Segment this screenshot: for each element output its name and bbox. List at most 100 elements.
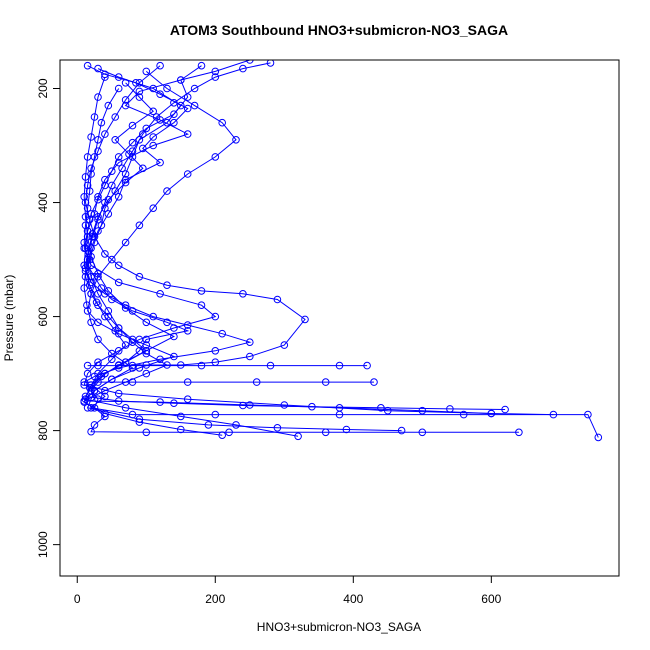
y-tick-label: 200: [36, 78, 50, 98]
data-point: [135, 87, 144, 96]
data-point: [121, 304, 130, 312]
data-point: [142, 428, 151, 437]
series-layer: [80, 60, 603, 442]
data-point: [101, 409, 109, 418]
data-point: [94, 213, 102, 221]
data-point: [149, 204, 157, 212]
chart-title: ATOM3 Southbound HNO3+submicron-NO3_SAGA: [170, 22, 508, 38]
data-point: [87, 318, 95, 327]
data-point: [363, 361, 371, 370]
data-point: [85, 384, 94, 392]
y-tick-label: 600: [36, 306, 50, 326]
data-point: [135, 79, 144, 87]
data-point: [170, 352, 178, 361]
data-point: [170, 399, 178, 408]
data-point: [232, 136, 240, 144]
x-axis-label: HNO3+submicron-NO3_SAGA: [257, 620, 421, 634]
data-point: [111, 327, 119, 335]
data-point: [83, 369, 92, 378]
data-point: [273, 424, 282, 432]
data-point: [218, 431, 226, 440]
data-point: [128, 364, 137, 372]
data-point: [111, 187, 119, 195]
x-tick-label: 400: [343, 592, 363, 606]
data-point: [280, 341, 289, 349]
data-point: [121, 341, 130, 349]
data-point: [239, 290, 247, 298]
data-point: [156, 158, 164, 167]
data-point: [377, 404, 385, 412]
data-point: [139, 130, 147, 138]
profile-series: [81, 61, 371, 370]
data-point: [121, 378, 130, 386]
data-point: [152, 113, 161, 121]
y-tick-label: 1000: [36, 531, 50, 558]
data-point: [335, 361, 344, 370]
data-point: [125, 150, 133, 158]
data-point: [584, 410, 592, 419]
data-point: [114, 389, 123, 398]
data-point: [225, 428, 233, 437]
data-point: [118, 164, 126, 173]
data-point: [139, 144, 147, 153]
data-point: [121, 79, 130, 87]
data-point: [108, 355, 116, 364]
data-point: [101, 392, 109, 401]
data-point: [197, 301, 206, 310]
data-point: [83, 61, 92, 70]
data-point: [114, 193, 123, 201]
data-point: [294, 432, 302, 441]
data-point: [142, 369, 151, 378]
data-point: [114, 397, 123, 405]
data-point: [183, 321, 192, 329]
data-point: [301, 315, 309, 324]
data-point: [211, 153, 220, 161]
data-point: [83, 301, 91, 310]
data-point: [142, 124, 151, 133]
data-point: [308, 402, 316, 411]
data-point: [246, 352, 254, 361]
data-point: [80, 238, 88, 247]
data-point: [149, 312, 157, 321]
data-point: [94, 361, 102, 370]
data-point: [108, 181, 116, 190]
data-point: [80, 193, 88, 201]
data-point: [246, 338, 254, 347]
data-point: [197, 287, 206, 295]
data-point: [384, 406, 392, 415]
data-point: [94, 270, 102, 278]
data-point: [135, 136, 144, 144]
data-point: [501, 405, 509, 414]
data-point: [183, 170, 192, 178]
data-point: [104, 195, 113, 204]
data-point: [177, 412, 185, 421]
profile-series: [83, 61, 523, 437]
x-axis: 0 200 400 600: [74, 575, 502, 606]
data-point: [101, 312, 109, 321]
data-point: [163, 361, 171, 369]
data-point: [121, 170, 130, 178]
y-tick-label: 400: [36, 192, 50, 212]
data-point: [83, 204, 92, 212]
data-point: [90, 421, 99, 429]
data-point: [101, 250, 109, 258]
data-point: [183, 327, 192, 335]
data-point: [156, 61, 164, 70]
profile-series: [80, 79, 226, 440]
data-point: [183, 104, 192, 113]
data-point: [321, 378, 330, 386]
data-point: [121, 238, 130, 247]
data-point: [121, 96, 130, 104]
data-point: [170, 110, 178, 118]
x-tick-label: 200: [205, 592, 225, 606]
profile-line: [84, 65, 368, 367]
data-point: [108, 255, 116, 264]
data-point: [85, 281, 94, 290]
data-point: [211, 73, 220, 81]
data-point: [342, 425, 351, 434]
data-point: [156, 290, 164, 298]
data-point: [81, 221, 90, 230]
data-point: [135, 221, 144, 230]
profile-line: [83, 60, 554, 416]
data-point: [81, 213, 90, 221]
